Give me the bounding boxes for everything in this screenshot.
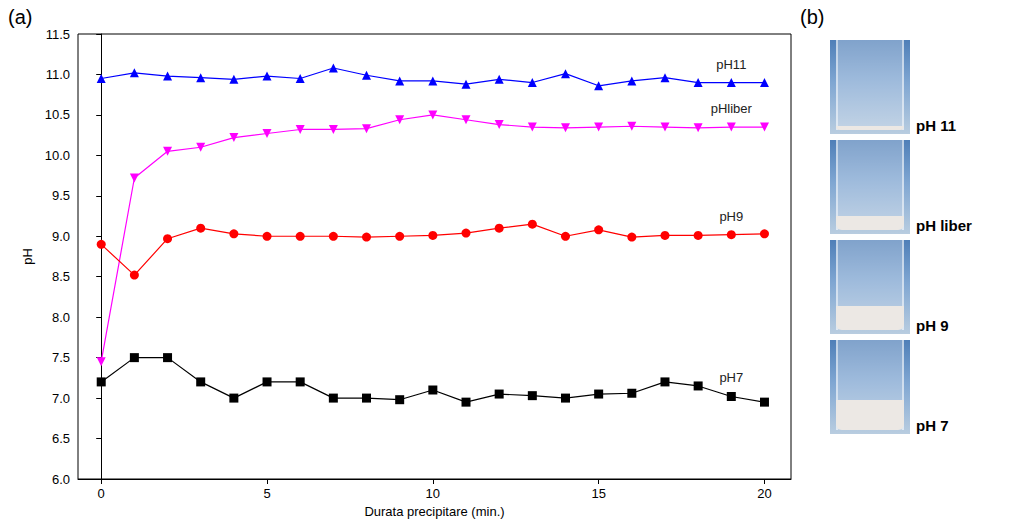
html-text:pH 7: pH 7 bbox=[916, 417, 949, 434]
svg-text:pH9: pH9 bbox=[719, 209, 743, 224]
html-text:pH 9: pH 9 bbox=[916, 317, 949, 334]
svg-text:6.0: 6.0 bbox=[52, 472, 70, 487]
svg-text:7.0: 7.0 bbox=[52, 391, 70, 406]
svg-text:9.5: 9.5 bbox=[52, 188, 70, 203]
svg-text:8.0: 8.0 bbox=[52, 310, 70, 325]
svg-text:9.0: 9.0 bbox=[52, 229, 70, 244]
html-text:(b): (b) bbox=[800, 6, 825, 28]
svg-text:10.5: 10.5 bbox=[45, 107, 70, 122]
svg-text:pH: pH bbox=[20, 248, 35, 265]
html-text:pH liber: pH liber bbox=[916, 217, 972, 234]
svg-text:Durata precipitare (min.): Durata precipitare (min.) bbox=[364, 504, 504, 519]
html-text:(a): (a) bbox=[8, 6, 33, 28]
svg-text:pHliber: pHliber bbox=[711, 101, 753, 116]
svg-text:8.5: 8.5 bbox=[52, 269, 70, 284]
svg-text:pH11: pH11 bbox=[716, 57, 746, 72]
svg-text:10.0: 10.0 bbox=[45, 148, 70, 163]
html-text:pH 11: pH 11 bbox=[916, 117, 956, 134]
svg-text:pH7: pH7 bbox=[719, 370, 743, 385]
svg-text:6.5: 6.5 bbox=[52, 431, 70, 446]
svg-text:20: 20 bbox=[757, 486, 771, 501]
svg-text:15: 15 bbox=[591, 486, 605, 501]
svg-text:5: 5 bbox=[263, 486, 270, 501]
svg-text:11.5: 11.5 bbox=[46, 27, 70, 42]
svg-text:0: 0 bbox=[98, 486, 105, 501]
svg-text:10: 10 bbox=[426, 486, 440, 501]
svg-text:11.0: 11.0 bbox=[46, 67, 70, 82]
svg-text:7.5: 7.5 bbox=[52, 350, 70, 365]
